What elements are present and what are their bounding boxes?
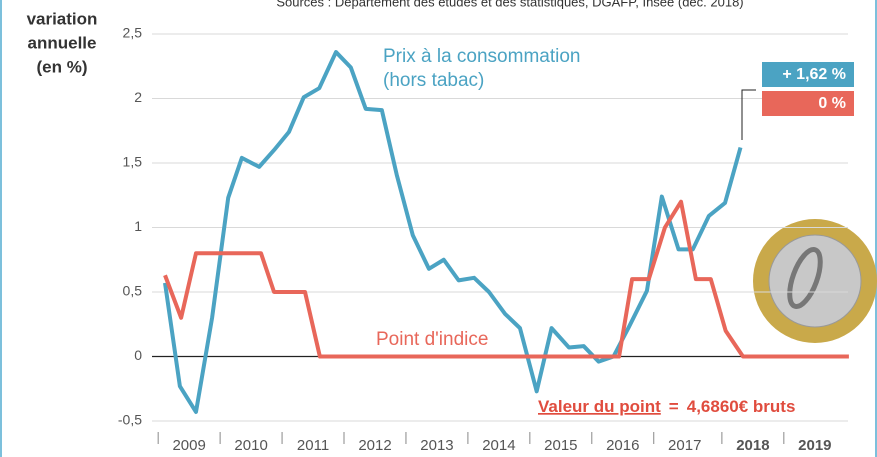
y-tick-label: 1,5 <box>123 154 143 170</box>
series-label: (hors tabac) <box>383 70 484 91</box>
y-tick-label: 2,5 <box>123 25 143 41</box>
x-tick-label: 2017 <box>668 437 701 454</box>
value-box-label: 0 % <box>818 95 846 112</box>
y-tick-label: 0 <box>134 347 142 363</box>
x-tick-label: 2012 <box>358 437 391 454</box>
x-tick-label: 2010 <box>234 437 267 454</box>
y-tick-label: 2 <box>134 89 142 105</box>
x-tick-label: 2011 <box>297 437 329 454</box>
series-label: Prix à la consommation <box>383 46 580 67</box>
x-tick-label: 2016 <box>606 437 639 454</box>
chart: Sources : Département des études et des … <box>0 0 877 457</box>
annotation-value: 4,6860€ bruts <box>687 397 796 416</box>
series-label: Point d'indice <box>376 329 488 350</box>
page: {"chart_data": { "type": "line", "source… <box>0 0 877 457</box>
y-axis-label: (en %) <box>37 57 88 76</box>
x-tick-label: 2015 <box>544 437 577 454</box>
x-tick-label: 2014 <box>482 437 515 454</box>
y-axis-label: annuelle <box>28 33 97 52</box>
x-tick-label: 2019 <box>798 437 831 454</box>
x-tick-label: 2009 <box>172 437 205 454</box>
y-tick-label: -0,5 <box>118 412 142 428</box>
y-axis-label: variation <box>27 9 98 28</box>
x-tick-label: 2018 <box>736 437 769 454</box>
coin <box>753 219 877 343</box>
y-tick-label: 0,5 <box>123 283 143 299</box>
background <box>0 0 877 457</box>
x-tick-label: 2013 <box>420 437 453 454</box>
annotation-label: Valeur du point <box>538 397 661 416</box>
y-tick-label: 1 <box>134 218 142 234</box>
annotation-eq: = <box>669 397 679 416</box>
source: Sources : Département des études et des … <box>276 0 743 9</box>
value-box-label: + 1,62 % <box>782 66 846 83</box>
